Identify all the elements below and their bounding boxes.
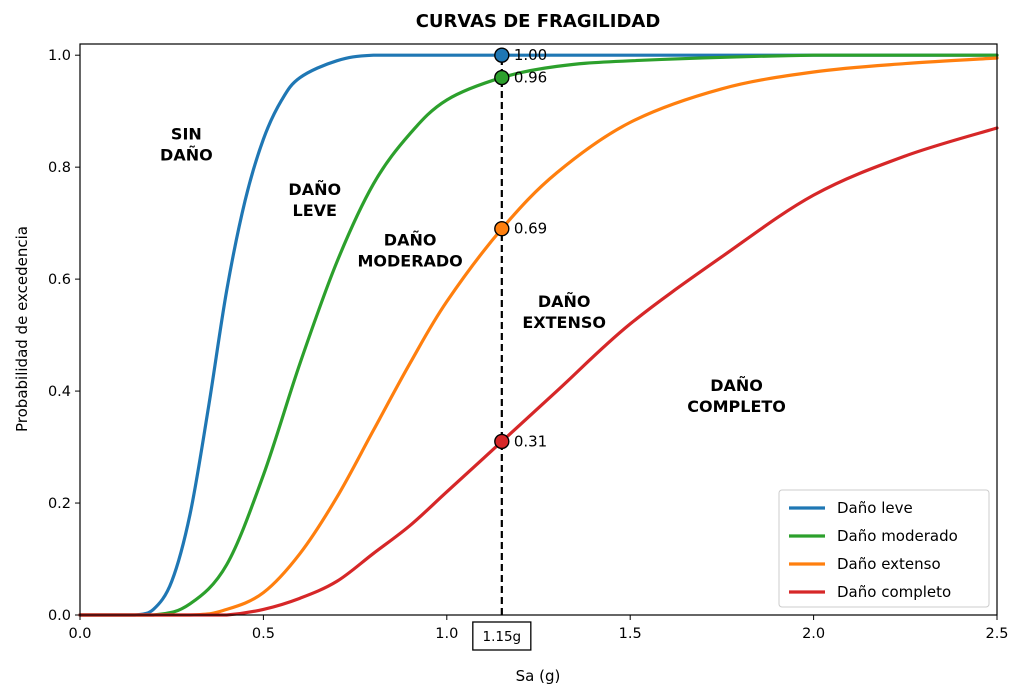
series-line-dano-moderado	[78, 53, 999, 617]
markers-layer: 1.00 0.96 0.69 0.31	[494, 46, 547, 450]
region-label-dano-completo: DAÑO COMPLETO	[687, 376, 786, 416]
region-annotations-layer: SIN DAÑO DAÑO LEVE DAÑO MODERADO DAÑO EXTENSO DA…	[160, 124, 786, 416]
marker-dano-moderado	[494, 69, 510, 86]
region-label-dano-moderado: DAÑO MODERADO	[357, 231, 462, 271]
x-tick-label: 2.5	[985, 626, 1008, 642]
legend: Daño leve Daño moderado Daño extenso Daño c…	[778, 489, 990, 608]
y-tick-label: 0.2	[48, 496, 71, 512]
series-line-dano-extenso	[78, 56, 999, 617]
legend-label-dano-moderado: Daño moderado	[837, 527, 958, 545]
marker-label-dano-leve: 1.00	[514, 46, 547, 64]
legend-label-dano-extenso: Daño extenso	[837, 555, 941, 573]
vline-label-box-layer: 1.15g	[472, 621, 532, 651]
y-tick-label: 0.0	[48, 608, 71, 624]
region-label-sin-dano: SIN DAÑO	[160, 124, 213, 164]
y-tick-label: 0.4	[48, 384, 71, 400]
y-axis-ticks: 0.0 0.2 0.4 0.6 0.8 1.0	[48, 48, 80, 624]
y-axis-label: Probabilidad de excedencia	[13, 226, 31, 432]
marker-label-dano-extenso: 0.69	[514, 220, 547, 238]
vline-label-box	[472, 621, 532, 651]
region-label-dano-extenso: DAÑO EXTENSO	[522, 292, 606, 332]
x-tick-label: 1.0	[435, 626, 458, 642]
legend-box	[778, 489, 990, 608]
marker-dano-completo	[494, 433, 510, 450]
x-tick-label: 0.0	[68, 626, 91, 642]
plot-frame	[79, 43, 998, 616]
x-axis-ticks: 0.0 0.5 1.0 1.5 2.0 2.5	[68, 615, 1009, 642]
legend-label-dano-leve: Daño leve	[837, 499, 913, 517]
legend-label-dano-completo: Daño completo	[837, 583, 951, 601]
series-line-dano-leve	[78, 53, 999, 617]
marker-label-dano-completo: 0.31	[514, 432, 547, 450]
marker-dano-extenso	[494, 221, 510, 237]
vline-label: 1.15g	[482, 629, 521, 645]
marker-label-dano-moderado: 0.96	[514, 69, 547, 87]
y-tick-label: 0.8	[48, 160, 71, 176]
x-tick-label: 1.5	[619, 626, 642, 642]
region-label-dano-leve: DAÑO LEVE	[288, 180, 341, 220]
x-tick-label: 0.5	[252, 626, 275, 642]
marker-dano-leve	[494, 47, 510, 63]
x-tick-label: 2.0	[802, 626, 825, 642]
y-tick-label: 1.0	[48, 48, 71, 64]
chart-title: CURVAS DE FRAGILIDAD	[416, 11, 661, 32]
x-axis-label: Sa (g)	[516, 667, 561, 685]
y-tick-label: 0.6	[48, 272, 71, 288]
curves-layer	[78, 53, 999, 617]
series-line-dano-completo	[78, 126, 999, 617]
